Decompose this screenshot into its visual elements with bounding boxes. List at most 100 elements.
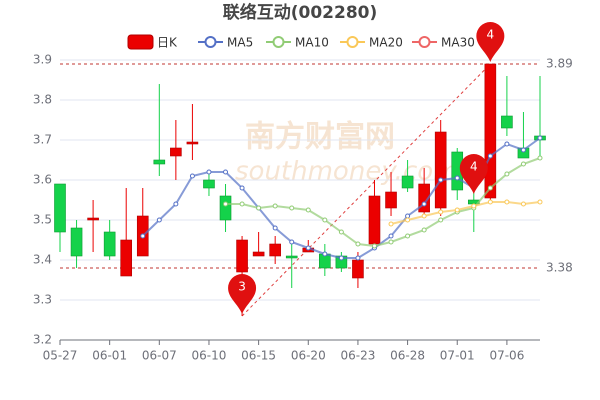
legend-label: 日K [157, 36, 178, 50]
candle-body [103, 231, 116, 257]
x-tick-label: 06-01 [92, 349, 127, 363]
ma-point [355, 255, 361, 261]
y-tick-label: 3.6 [33, 173, 52, 187]
ma-line [390, 201, 541, 225]
x-tick-label: 06-28 [390, 349, 425, 363]
ma-point [438, 209, 444, 215]
legend-swatch [272, 36, 285, 48]
legend-label: MA20 [369, 36, 403, 50]
ma-point [520, 147, 526, 153]
legend-swatch [346, 36, 359, 48]
ma-point [454, 175, 460, 181]
ma-point [239, 201, 245, 207]
ma-point [504, 199, 510, 205]
ma-point [405, 233, 411, 239]
candle-body [120, 239, 133, 277]
ma-point [520, 201, 526, 207]
candle-body [285, 255, 298, 259]
y-tick-label: 3.5 [33, 213, 52, 227]
ma-point [206, 169, 212, 175]
candle-body [368, 195, 381, 245]
candle-body [203, 179, 215, 189]
ma-point [289, 205, 295, 211]
candle-body [269, 243, 281, 257]
ma-point [272, 225, 278, 231]
ma-point [355, 241, 361, 247]
watermark: 南方财富网 [245, 120, 395, 155]
ma-point [537, 155, 543, 161]
ma-point [338, 255, 344, 261]
ma-point [322, 251, 328, 257]
ma-point [504, 171, 510, 177]
x-tick-label: 06-07 [142, 349, 177, 363]
ma-point [256, 205, 262, 211]
candle-body [54, 183, 66, 233]
y-tick-label: 3.2 [33, 333, 52, 347]
x-tick-label: 06-23 [340, 349, 375, 363]
ma-point [322, 217, 328, 223]
legend-swatch [418, 36, 431, 48]
y-tick-label: 3.9 [33, 53, 52, 67]
mark-pin-label: 3 [238, 280, 246, 294]
candle-body [385, 191, 397, 209]
candle-body [219, 195, 232, 221]
ma-point [438, 177, 444, 183]
ma-point [405, 213, 411, 219]
ma-point [189, 173, 195, 179]
legend-swatch [127, 34, 154, 50]
ma-point [421, 213, 427, 219]
ma-point [405, 217, 411, 223]
ma-point [438, 217, 444, 223]
y-tick-label: 3.8 [33, 93, 52, 107]
candle-body [236, 239, 248, 273]
ma-point [487, 153, 493, 159]
ma-point [537, 135, 543, 141]
ma-point [223, 201, 229, 207]
ma-point [371, 243, 377, 249]
ma-point [223, 169, 229, 175]
mark-pin-label: 4 [487, 28, 495, 42]
candle-body [484, 63, 497, 199]
mark-pin-label: 4 [470, 160, 478, 174]
x-tick-label: 06-20 [291, 349, 326, 363]
ma-point [239, 185, 245, 191]
ma-point [520, 161, 526, 167]
candle-body [252, 251, 265, 257]
ma-point [156, 217, 162, 223]
candle-body [186, 141, 199, 145]
ma-point [173, 201, 179, 207]
legend-label: MA5 [227, 36, 253, 50]
mark-pin [228, 274, 257, 314]
y-tick-label: 3.3 [33, 293, 52, 307]
candle-body [401, 175, 414, 189]
x-tick-label: 06-15 [241, 349, 276, 363]
legend-swatch [204, 36, 217, 48]
ma-point [338, 229, 344, 235]
ma-point [504, 141, 510, 147]
ma-point [454, 207, 460, 213]
candle-body [501, 115, 513, 129]
y-tick-label: 3.4 [33, 253, 52, 267]
ma-point [305, 245, 311, 251]
ma-point [289, 239, 295, 245]
trend-line [241, 63, 491, 317]
ma-line [225, 157, 541, 248]
ma-point [537, 199, 543, 205]
x-tick-label: 07-06 [489, 349, 524, 363]
y-tick-label: 3.7 [33, 133, 52, 147]
x-tick-label: 06-10 [192, 349, 227, 363]
candle-body [87, 217, 99, 221]
ma-point [487, 185, 493, 191]
chart-title: 联络互动(002280) [223, 2, 378, 23]
ma-point [487, 199, 493, 205]
candle-body [418, 183, 430, 213]
candle-body [434, 131, 447, 209]
watermark: southmoney.com [235, 157, 458, 187]
legend-label: MA10 [295, 36, 329, 50]
ma-point [305, 207, 311, 213]
ma-point [471, 203, 477, 209]
mark-pin [476, 22, 505, 62]
ma-point [140, 233, 146, 239]
candle-body [70, 227, 83, 257]
